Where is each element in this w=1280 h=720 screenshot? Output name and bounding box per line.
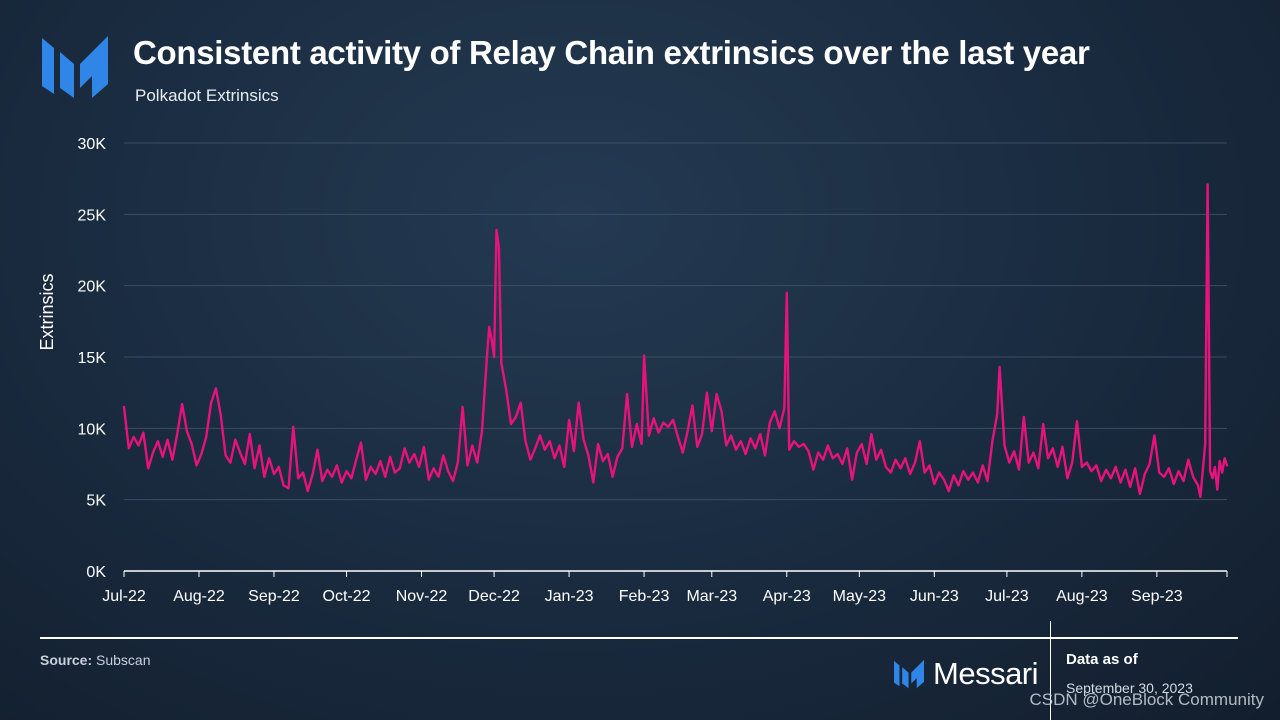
x-tick-label: Dec-22 [468,588,520,605]
chart-title: Consistent activity of Relay Chain extri… [133,34,1090,71]
x-axis: Jul-22 Aug-22 Sep-22 Oct-22 Nov-22 Dec-22 Jan-… [102,570,1228,605]
data-as-of-label: Data as of [1066,651,1138,668]
y-tick-label: 15K [78,350,107,367]
y-tick-label: 10K [78,421,107,438]
messari-brand-icon [894,659,924,689]
series-layer [122,183,1229,498]
x-tick-label: Jul-23 [985,588,1029,605]
line-chart: 0K 5K 10K 15K 20K 25K 30K Jul-22 Aug-22 Sep-22 Oc… [37,136,1229,605]
footer-vertical-divider [1050,621,1051,720]
y-tick-label: 5K [86,493,106,510]
x-tick-label: Nov-22 [396,588,448,605]
gridlines [124,142,1227,501]
x-tick-label: Feb-23 [619,588,670,605]
y-tick-label: 0K [86,564,106,581]
y-tick-label: 30K [78,136,107,153]
y-tick-label: 25K [78,207,107,224]
x-tick-label: Sep-23 [1131,588,1183,605]
x-tick-label: Sep-22 [248,588,300,605]
x-tick-label: Jul-22 [102,588,146,605]
messari-logo-icon [42,36,108,98]
x-tick-label: Jun-23 [910,588,959,605]
series-line [122,183,1229,498]
y-tick-label: 20K [78,279,107,296]
data-as-of-date: September 30, 2023 [1066,680,1193,696]
x-tick-label: Jan-23 [545,588,594,605]
y-axis-title: Extrinsics [37,273,57,350]
x-tick-label: Aug-23 [1056,588,1108,605]
x-tick-label: Aug-22 [173,588,225,605]
source-note: Source: Subscan [40,652,151,668]
source-label: Source: [40,652,93,668]
footer-divider [40,637,1238,639]
y-axis: 0K 5K 10K 15K 20K 25K 30K [78,136,107,581]
source-value: Subscan [96,652,151,668]
watermark: CSDN @OneBlock Community [1029,690,1264,709]
x-tick-label: Oct-22 [323,588,371,605]
brand-mark: Messari [893,656,1039,692]
x-tick-label: Mar-23 [686,588,737,605]
x-tick-label: May-23 [833,588,886,605]
brand-name: Messari [933,656,1039,691]
chart-subtitle: Polkadot Extrinsics [135,86,279,105]
x-tick-label: Apr-23 [763,588,811,605]
